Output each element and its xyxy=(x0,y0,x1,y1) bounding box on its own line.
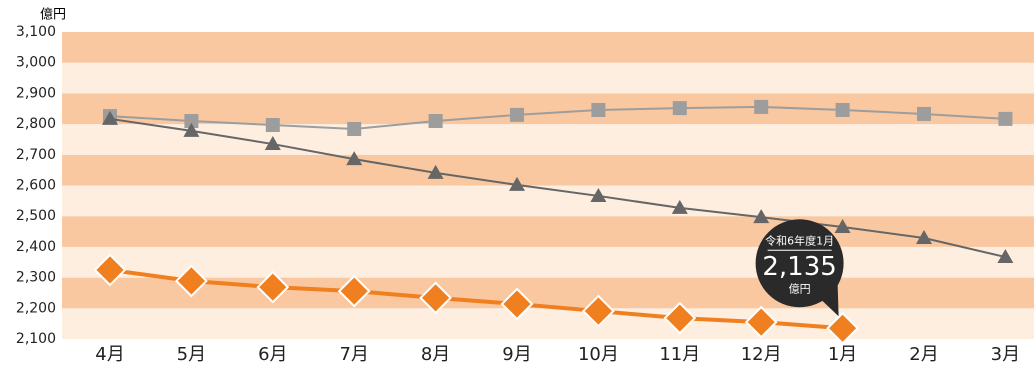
callout xyxy=(755,219,844,308)
x-tick-label: 10月 xyxy=(578,344,619,365)
series-line xyxy=(109,117,1006,259)
x-tick-label: 8月 xyxy=(421,344,450,365)
point xyxy=(264,136,281,151)
point xyxy=(265,118,280,133)
grid-band xyxy=(62,32,1034,63)
point xyxy=(997,249,1014,264)
grid-band xyxy=(62,216,1034,247)
y-unit: 億円 xyxy=(40,7,66,23)
callout-title: 令和6年度1月 xyxy=(765,233,834,247)
y-tick-label: 2,800 xyxy=(16,116,56,132)
y-tick-label: 2,200 xyxy=(16,300,56,316)
grid-band xyxy=(62,308,1034,339)
point xyxy=(419,281,453,315)
point xyxy=(753,209,770,224)
callout-pointer xyxy=(819,283,839,317)
y-tick-label: 3,000 xyxy=(16,55,56,71)
point xyxy=(102,110,118,125)
point xyxy=(337,274,371,308)
x-tick-label: 9月 xyxy=(502,344,531,365)
callout-unit: 億円 xyxy=(789,282,811,295)
point xyxy=(671,199,688,214)
point xyxy=(500,287,534,321)
y-tick-label: 3,100 xyxy=(16,24,56,40)
point xyxy=(663,301,697,335)
point xyxy=(256,270,290,304)
point xyxy=(509,176,525,191)
point xyxy=(998,111,1013,126)
point xyxy=(744,305,778,339)
series-line xyxy=(109,105,1006,131)
point xyxy=(427,164,444,179)
point xyxy=(581,294,615,328)
y-tick-label: 2,100 xyxy=(16,331,56,347)
x-tick-label: 6月 xyxy=(258,344,287,365)
y-tick-label: 2,700 xyxy=(16,147,56,163)
point xyxy=(916,229,932,244)
grid-band xyxy=(62,246,1034,278)
grid-band xyxy=(62,154,1034,186)
point xyxy=(93,253,127,287)
point xyxy=(428,114,443,129)
y-tick-label: 2,600 xyxy=(16,178,56,194)
grid-band xyxy=(62,93,1034,125)
point xyxy=(184,114,199,129)
y-tick-label: 2,900 xyxy=(16,85,56,101)
grid-band xyxy=(62,124,1034,155)
x-tick-label: 11月 xyxy=(659,344,700,365)
point xyxy=(672,101,687,116)
point xyxy=(835,102,850,117)
x-tick-label: 5月 xyxy=(177,344,206,365)
x-tick-label: 2月 xyxy=(909,344,938,365)
y-tick-label: 2,300 xyxy=(16,270,56,286)
grid-band xyxy=(62,185,1034,217)
grid-band xyxy=(62,62,1034,94)
point xyxy=(826,311,860,345)
y-tick-label: 2,500 xyxy=(16,208,56,224)
point xyxy=(510,107,524,122)
point xyxy=(347,122,362,137)
point xyxy=(754,99,769,114)
point xyxy=(834,218,851,233)
point xyxy=(591,102,606,117)
y-tick-label: 2,400 xyxy=(16,239,56,255)
x-tick-label: 1月 xyxy=(828,344,857,365)
point xyxy=(917,106,931,121)
point xyxy=(183,122,200,137)
x-tick-label: 4月 xyxy=(95,344,124,365)
point xyxy=(346,151,363,166)
x-tick-label: 3月 xyxy=(991,344,1020,365)
point xyxy=(174,264,208,298)
point xyxy=(590,187,607,202)
series-line xyxy=(109,267,843,331)
x-tick-label: 12月 xyxy=(741,344,782,365)
value-label: 2,135 xyxy=(762,252,836,282)
x-tick-label: 7月 xyxy=(339,344,368,365)
